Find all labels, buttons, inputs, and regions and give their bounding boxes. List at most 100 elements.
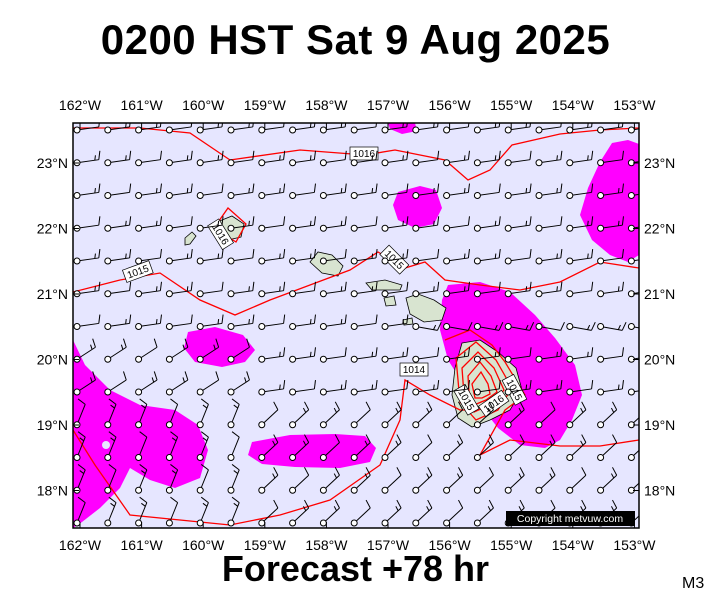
wind-barb [227,150,255,167]
lon-label-top: 157°W [367,97,410,113]
isobar-label-1016-north: 1016 [349,146,379,161]
wind-barb [319,123,347,134]
wind-barb [412,467,433,494]
wind-barb [135,314,162,330]
wind-barb [566,467,587,494]
wind-barb [350,347,378,363]
wind-barb [227,216,255,232]
wind-barb [196,150,224,167]
wind-barb [566,183,594,199]
wind-barb [196,338,220,363]
wind-barb [473,281,501,298]
wind-barbs [73,123,639,527]
wind-barb [535,123,562,134]
wind-barb [535,216,563,232]
wind-barb [258,216,286,232]
island-lanai [383,295,397,307]
wind-barb [104,496,117,527]
wind-barb [473,248,501,265]
wind-barb [504,248,532,265]
isobar-1016-hawaii-d [471,370,491,399]
wind-barb [319,467,340,494]
lon-label-bottom: 156°W [429,537,472,553]
wind-barb [196,398,209,429]
lon-label-top: 160°W [182,97,225,113]
lon-label-bottom: 153°W [613,537,656,553]
wind-barb [319,281,347,298]
wind-barb [504,150,532,167]
wind-barb [289,314,316,330]
wind-barb [412,379,440,396]
lon-label-bottom: 159°W [244,537,287,553]
isobar-1014 [73,378,475,526]
wind-barb [443,401,464,429]
wind-barb [227,281,255,298]
wind-barb [227,496,240,527]
isobar-1015-east [444,329,639,457]
wind-barb [597,379,624,396]
lon-label-top: 158°W [305,97,348,113]
wind-barb [104,371,127,396]
wind-barb [473,467,494,494]
wind-barb [412,499,433,527]
wind-barb [227,123,254,134]
wind-barb [473,401,494,429]
wind-barb [473,216,501,232]
wind-barb [135,398,148,429]
wind-barb [566,123,593,134]
wind-barb [319,150,347,167]
wind-barb [412,183,440,199]
wind-barb [504,281,532,298]
wind-barb [227,248,255,265]
wind-barb [258,183,286,199]
wind-barb [135,150,162,167]
wind-barb [289,150,316,167]
wind-barb [535,321,565,331]
wind-barb [627,388,639,396]
wind-barb [350,183,378,199]
wind-barb [289,347,316,363]
wind-barb [165,431,179,461]
wind-barb [289,434,310,461]
wind-barb [597,248,624,265]
wind-barb [104,216,132,232]
wind-barb [165,398,179,429]
lat-label-right: 19°N [644,417,675,433]
lon-label-bottom: 155°W [490,537,533,553]
wind-barb [597,281,624,298]
lat-label-right: 21°N [644,286,675,302]
wind-barb [412,248,440,265]
wind-barb [535,281,563,298]
wind-barb [104,398,117,429]
wind-barb [73,371,96,396]
lat-label-right: 23°N [644,155,675,171]
wind-barb [289,401,310,429]
wind-barb [165,371,189,396]
wind-barb [165,216,193,232]
wind-barb [412,347,440,363]
wind-barb [412,401,433,429]
model-label: M3 [682,575,705,592]
wind-barb [104,314,132,330]
wind-barb [443,321,473,331]
wind-barb [504,347,532,363]
lat-label-right: 18°N [644,483,675,499]
lon-label-bottom: 154°W [552,537,595,553]
wind-barb [504,216,532,232]
wind-barb [412,150,440,167]
wind-barb [135,248,162,265]
wind-barb [535,434,556,461]
wind-barb [350,150,378,167]
wind-barb [319,183,347,199]
wind-barb [258,401,279,429]
wind-barb [227,464,240,494]
wind-barb [196,281,224,298]
wind-barb [350,467,371,494]
wind-barb [381,183,409,199]
lon-label-bottom: 162°W [59,537,102,553]
wind-barb [258,379,286,396]
svg-text:1014: 1014 [403,365,426,376]
lon-label-bottom: 158°W [305,537,348,553]
wind-barb [443,150,470,167]
wind-barb [135,216,162,232]
